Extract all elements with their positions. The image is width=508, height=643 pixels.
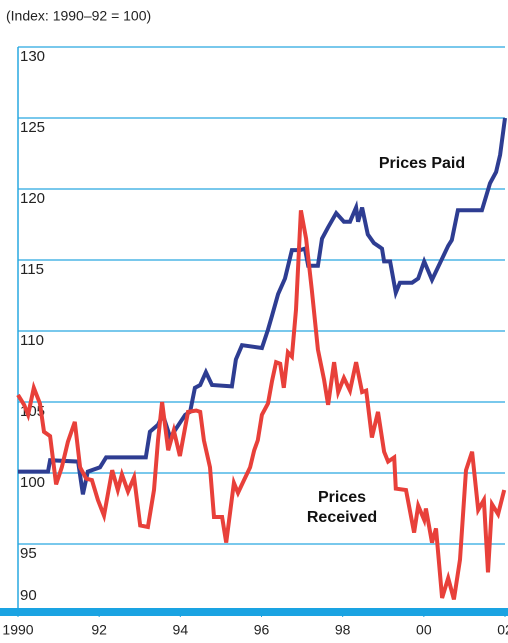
series-label: Prices Received <box>306 489 378 526</box>
series-label: Prices Paid <box>378 155 466 172</box>
chart-subtitle: (Index: 1990–92 = 100) <box>6 8 151 24</box>
x-tick-label: 1990 <box>2 622 33 638</box>
x-tick-label: 94 <box>173 622 189 638</box>
y-tick-label: 100 <box>20 474 45 491</box>
y-tick-label: 95 <box>20 545 37 562</box>
x-tick-label: 96 <box>254 622 270 638</box>
x-axis-bar <box>0 608 508 616</box>
x-tick-label: 02 <box>497 622 508 638</box>
x-tick-label: 00 <box>416 622 432 638</box>
y-tick-label: 115 <box>20 261 44 278</box>
x-tick-label: 98 <box>335 622 351 638</box>
y-tick-label: 125 <box>20 119 45 136</box>
y-tick-label: 110 <box>20 332 44 349</box>
y-tick-label: 130 <box>20 48 45 65</box>
y-tick-label: 120 <box>20 190 45 207</box>
series-line <box>16 209 507 600</box>
x-tick-label: 92 <box>91 622 107 638</box>
series-line <box>18 117 507 495</box>
y-tick-label: 90 <box>20 587 37 604</box>
